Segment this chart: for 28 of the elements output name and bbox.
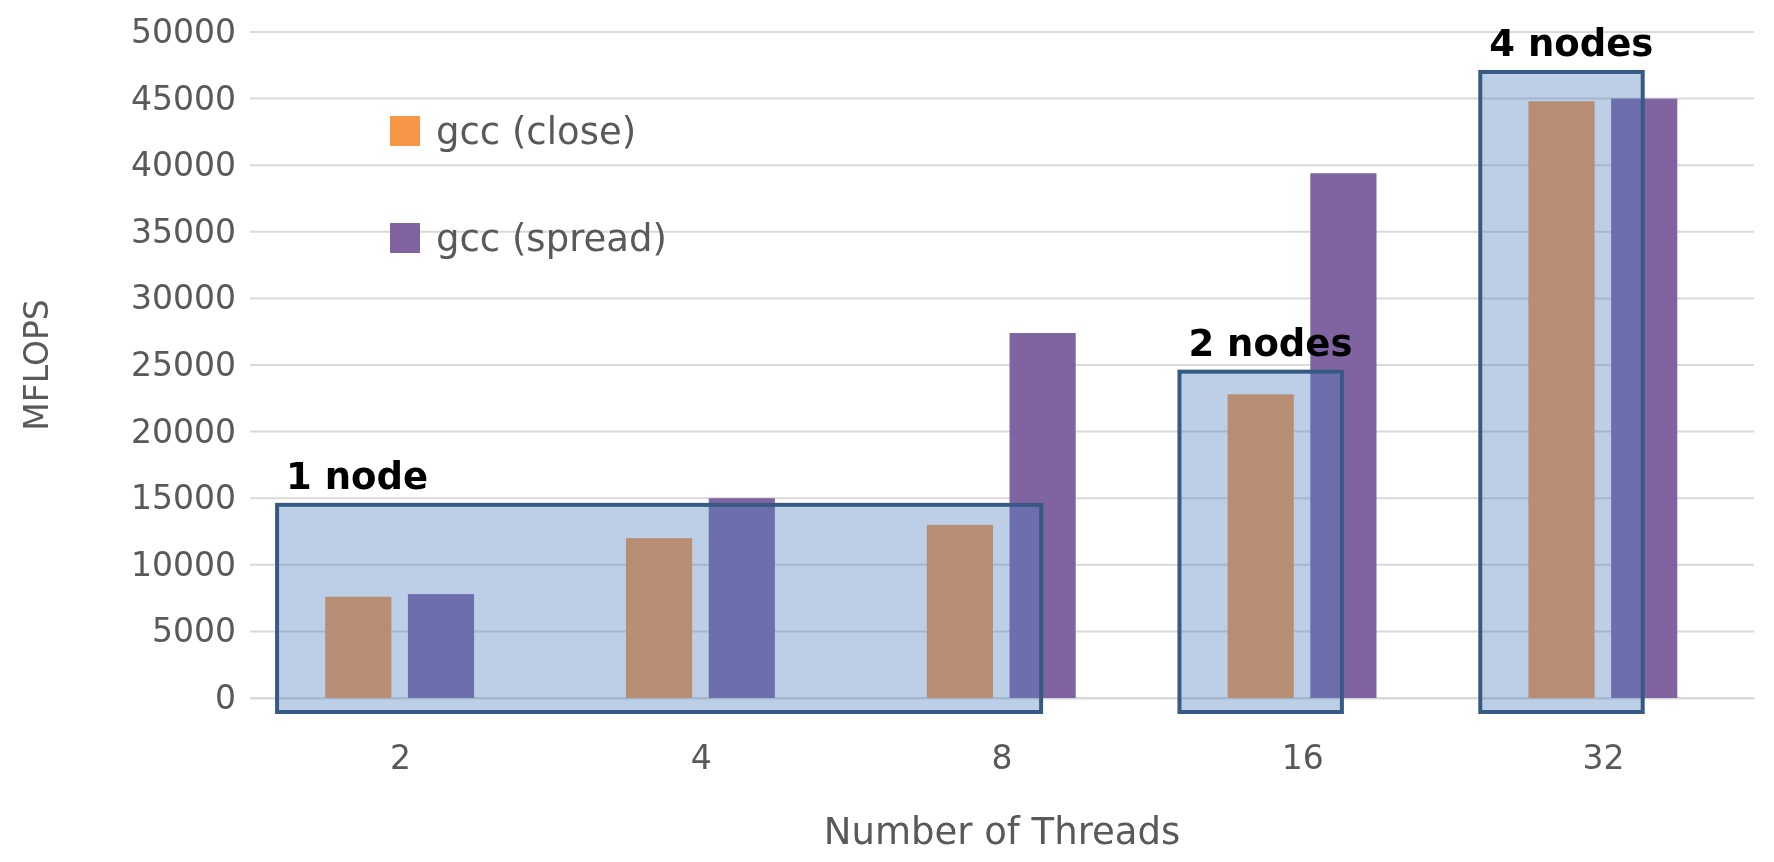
y-tick-label: 10000: [131, 544, 236, 584]
legend-label: gcc (close): [436, 110, 637, 153]
x-axis-title: Number of Threads: [823, 810, 1181, 853]
bar: [325, 596, 392, 698]
annotation: 1 node: [286, 454, 429, 498]
bar: [926, 524, 993, 698]
y-tick-label: 45000: [131, 78, 236, 118]
y-tick-label: 40000: [131, 145, 236, 185]
y-tick-label: 25000: [131, 345, 236, 385]
y-tick-label: 30000: [131, 278, 236, 318]
bar: [407, 594, 475, 698]
bar: [626, 538, 693, 698]
y-tick-label: 20000: [131, 411, 236, 451]
legend-label: gcc (spread): [436, 217, 667, 260]
x-tick-label: 16: [1281, 738, 1324, 778]
y-tick-label: 35000: [131, 211, 236, 251]
x-tick-label: 2: [389, 738, 411, 778]
y-tick-label: 5000: [152, 611, 236, 651]
x-tick-label: 8: [991, 738, 1013, 778]
y-tick-label: 15000: [131, 478, 236, 518]
x-tick-label: 32: [1582, 738, 1625, 778]
y-tick-label: 0: [215, 678, 236, 718]
annotation: 4 nodes: [1489, 21, 1654, 65]
x-tick-label: 4: [690, 738, 712, 778]
y-axis-title: MFLOPS: [17, 299, 56, 431]
bar: [1009, 333, 1076, 698]
y-tick-label: 50000: [131, 12, 236, 52]
bar: [708, 498, 775, 698]
